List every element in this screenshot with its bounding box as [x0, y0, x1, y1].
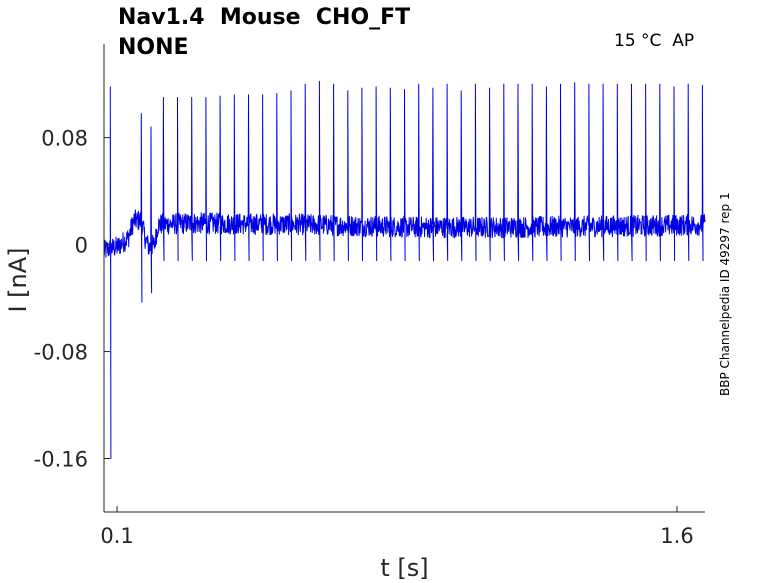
current-trace-line	[103, 80, 706, 459]
chart-title-line2: NONE	[118, 35, 189, 60]
y-tick-label: -0.08	[34, 341, 88, 365]
x-tick-label: 0.1	[100, 524, 133, 548]
x-axis-label: t [s]	[380, 554, 428, 582]
chart-title-line1: Nav1.4 Mouse CHO_FT	[118, 5, 411, 30]
y-tick-label: -0.16	[34, 448, 88, 472]
y-tick-label: 0	[75, 234, 88, 258]
x-tick-label: 1.6	[660, 524, 693, 548]
y-tick-label: 0.08	[41, 127, 88, 151]
y-axis-label: I [nA]	[4, 247, 32, 312]
condition-label: 15 °C AP	[614, 31, 695, 51]
